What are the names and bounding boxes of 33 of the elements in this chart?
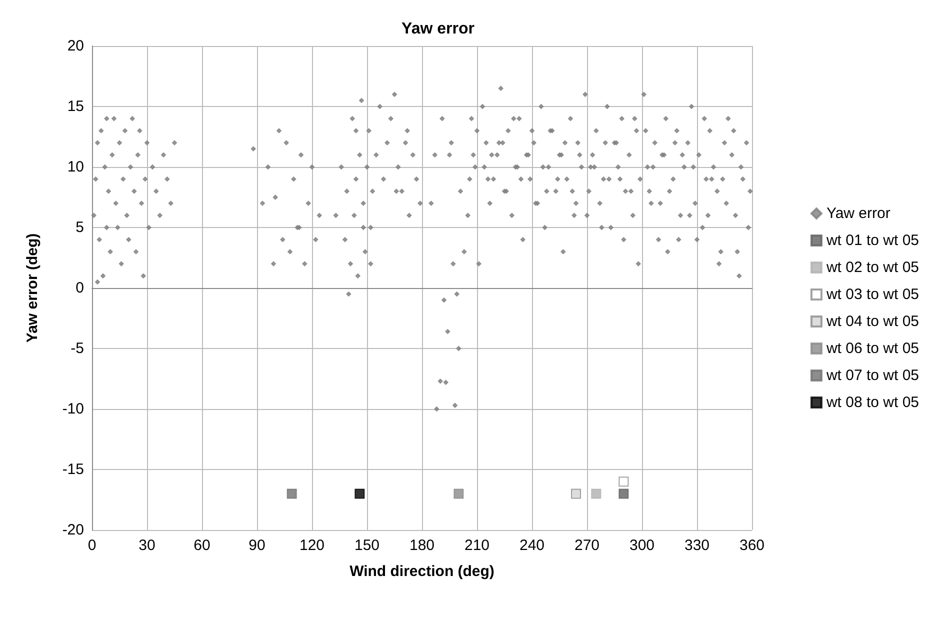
x-tick-label: 60: [194, 537, 210, 554]
legend-label: Yaw error: [826, 205, 890, 222]
legend-label: wt 07 to wt 05: [825, 367, 920, 384]
chart-title: Yaw error: [402, 20, 474, 38]
legend-label: wt 02 to wt 05: [825, 259, 920, 276]
legend-label: wt 08 to wt 05: [825, 394, 920, 411]
x-tick-label: 150: [354, 537, 380, 554]
x-tick-label: 30: [138, 537, 156, 554]
y-tick-label: -10: [62, 400, 84, 418]
x-tick-label: 300: [629, 537, 655, 554]
legend-label: wt 01 to wt 05: [825, 232, 920, 249]
x-tick-label: 210: [464, 537, 490, 554]
y-tick-label: 10: [67, 158, 84, 176]
y-tick-label: 5: [76, 219, 84, 236]
legend-label: wt 06 to wt 05: [825, 340, 920, 357]
y-axis-title: Yaw error (deg): [24, 233, 41, 343]
x-axis-title: Wind direction (deg): [350, 563, 494, 580]
y-tick-label: -15: [62, 461, 84, 478]
y-tick-label: 20: [67, 38, 84, 54]
x-tick-label: 270: [574, 537, 600, 554]
y-tick-label: -20: [62, 522, 84, 538]
y-tick-label: 15: [67, 98, 84, 115]
y-tick-label: -5: [70, 340, 84, 357]
x-tick-label: 0: [88, 537, 96, 554]
x-tick-label: 330: [684, 537, 710, 554]
legend-label: wt 03 to wt 05: [825, 286, 920, 303]
x-tick-label: 90: [248, 537, 266, 554]
legend-label: wt 04 to wt 05: [825, 313, 920, 330]
x-tick-label: 240: [519, 537, 545, 554]
x-tick-label: 180: [409, 537, 435, 554]
x-tick-label: 120: [299, 537, 325, 554]
x-tick-label: 360: [739, 537, 765, 554]
y-tick-label: 0: [76, 280, 84, 296]
